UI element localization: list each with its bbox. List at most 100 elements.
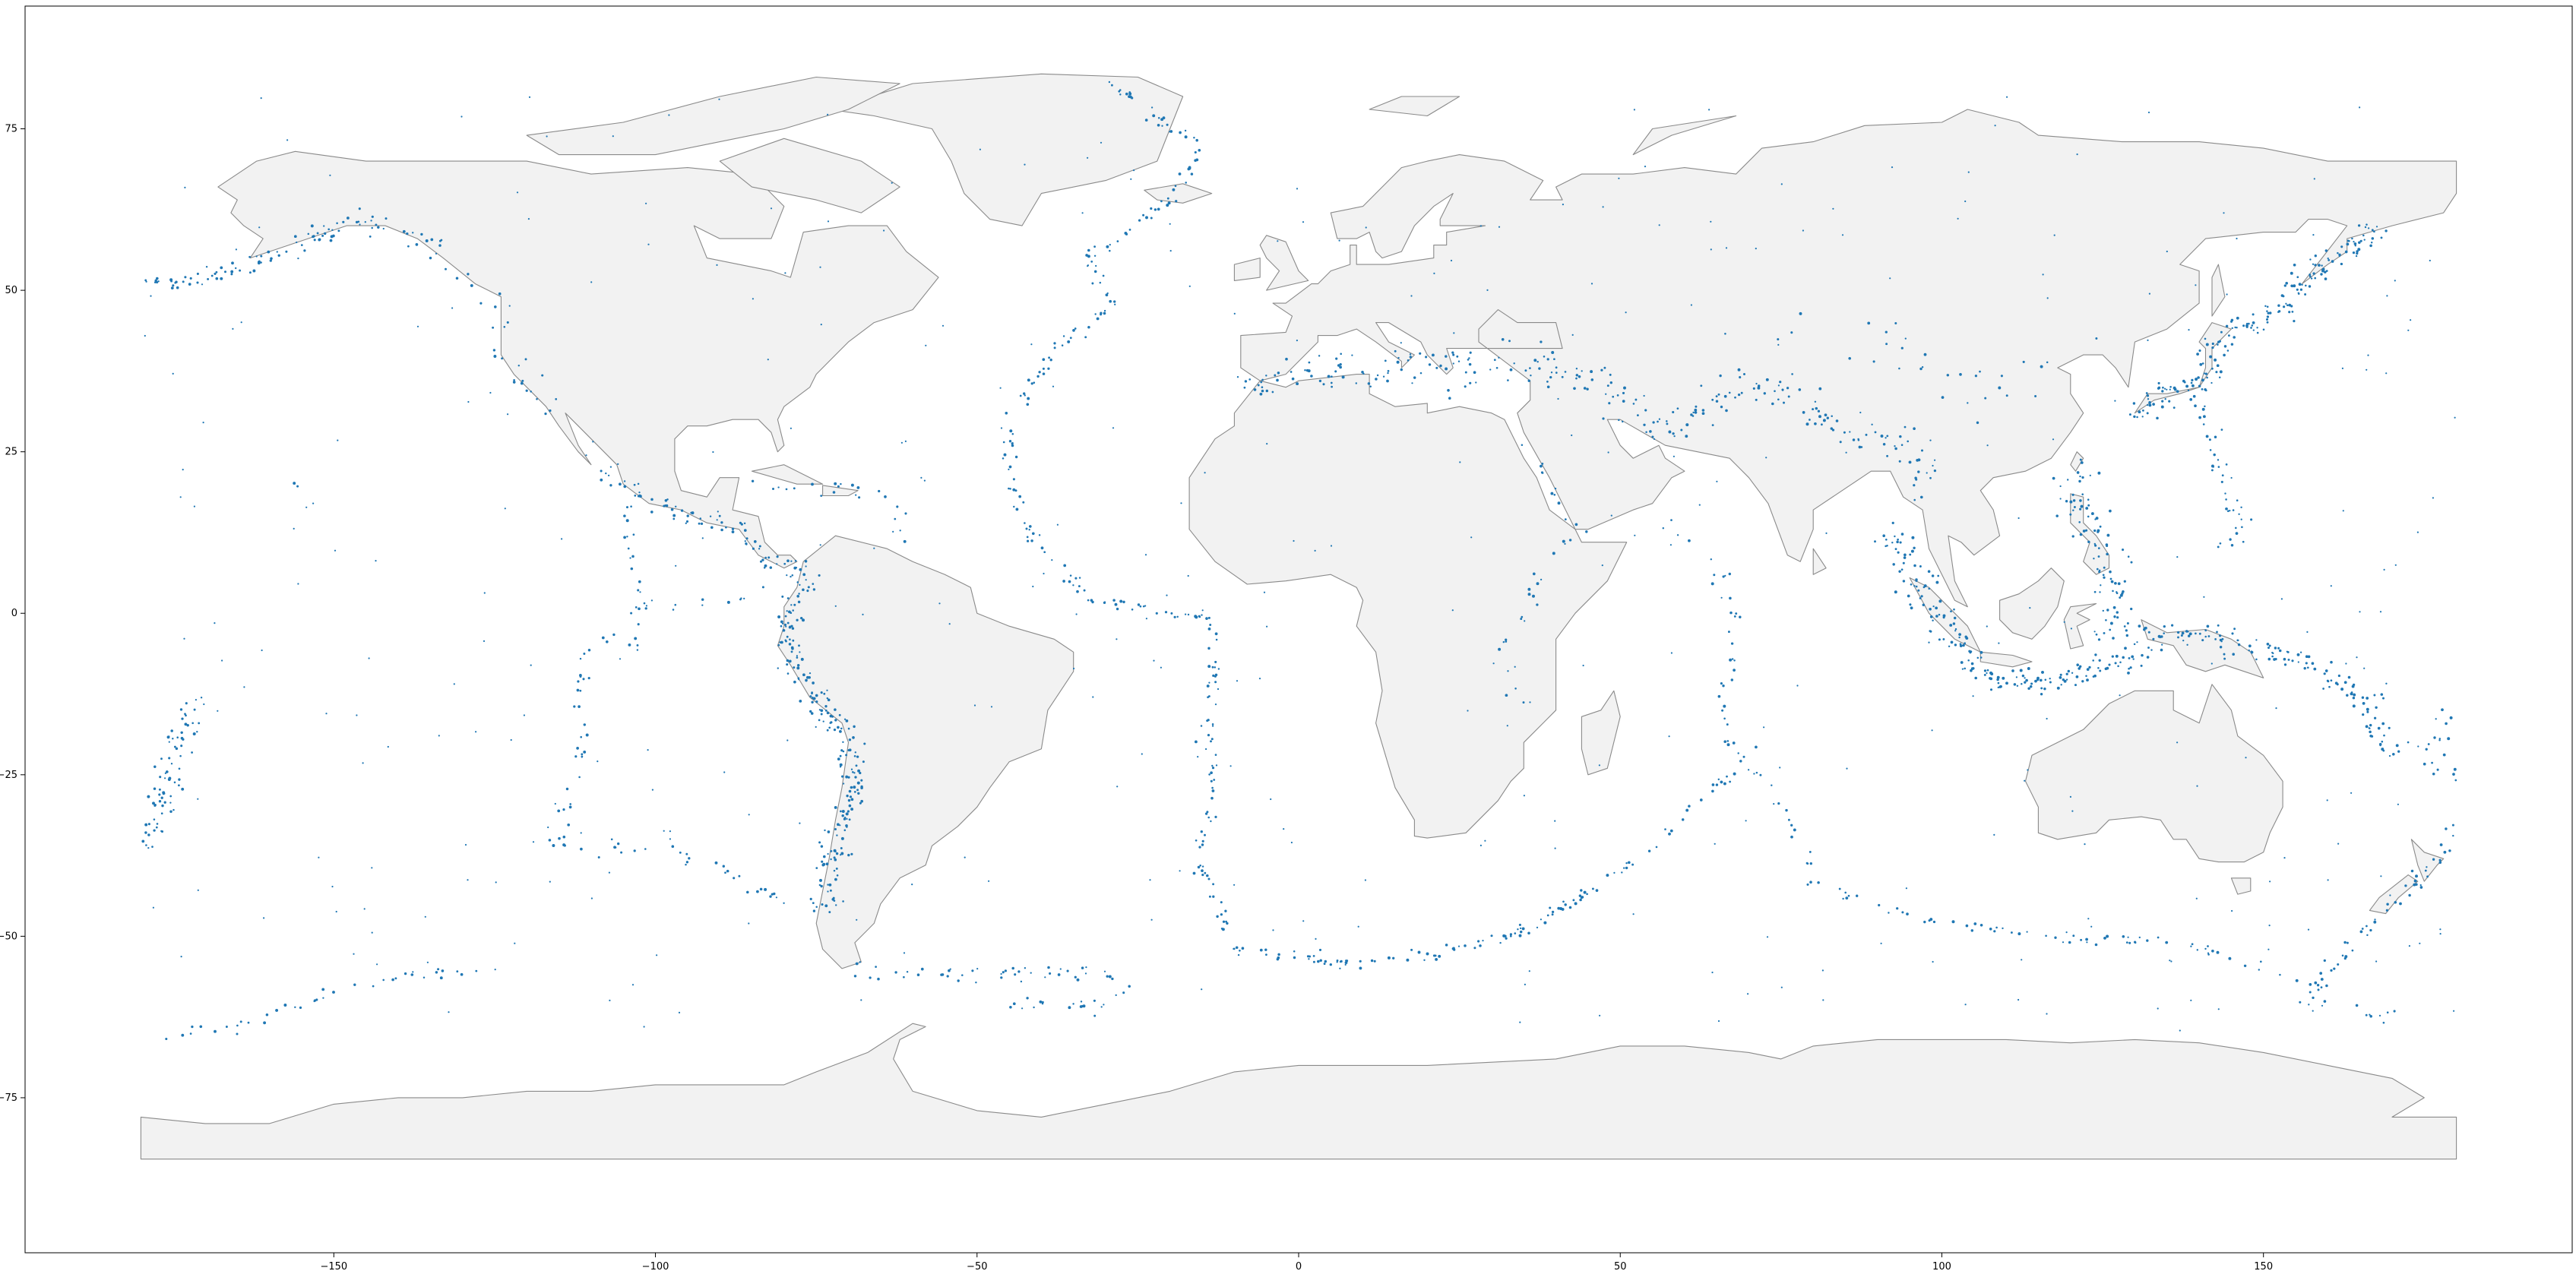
earthquake-point <box>2116 611 2119 614</box>
earthquake-point <box>1959 373 1962 376</box>
earthquake-point <box>1021 1007 1024 1010</box>
earthquake-point <box>1812 408 1815 411</box>
earthquake-point <box>1214 681 1217 684</box>
earthquake-point <box>1009 1006 1012 1009</box>
earthquake-point <box>2328 685 2331 688</box>
earthquake-point <box>1233 884 1236 886</box>
earthquake-point <box>2045 934 2047 937</box>
points-japan-kurils-kamchatka <box>2128 223 2388 420</box>
earthquake-point <box>1527 593 1531 596</box>
earthquake-point <box>1026 403 1030 406</box>
earthquake-point <box>725 526 727 529</box>
earthquake-point <box>1546 358 1549 361</box>
earthquake-point <box>1822 999 1824 1001</box>
earthquake-point <box>508 305 511 307</box>
earthquake-point <box>2266 321 2269 324</box>
earthquake-point <box>1755 745 1758 749</box>
earthquake-point <box>451 307 454 309</box>
earthquake-point <box>293 527 295 530</box>
earthquake-point <box>720 528 723 532</box>
earthquake-point <box>796 655 798 657</box>
earthquake-point <box>2093 558 2095 560</box>
earthquake-point <box>1874 431 1877 434</box>
earthquake-point <box>2320 978 2324 981</box>
earthquake-point <box>1546 381 1549 383</box>
earthquake-point <box>193 708 196 711</box>
earthquake-point <box>1967 659 1970 662</box>
earthquake-point <box>857 792 860 795</box>
earthquake-point <box>2116 591 2118 593</box>
earthquake-point <box>1919 495 1923 499</box>
earthquake-point <box>1318 379 1322 383</box>
earthquake-point <box>583 750 587 754</box>
earthquake-point <box>2258 969 2261 971</box>
earthquake-point <box>669 830 672 833</box>
earthquake-point <box>1109 299 1112 303</box>
earthquake-point <box>169 810 172 813</box>
earthquake-point <box>1688 805 1691 808</box>
earthquake-point <box>833 849 837 852</box>
earthquake-point <box>300 244 303 246</box>
earthquake-point <box>855 962 859 966</box>
earthquake-point <box>1973 922 1977 925</box>
earthquake-point <box>853 975 857 978</box>
earthquake-point <box>2097 547 2100 549</box>
earthquake-point <box>1606 384 1609 387</box>
earthquake-point <box>1370 959 1374 963</box>
earthquake-point <box>2079 458 2082 461</box>
earthquake-point <box>862 613 864 616</box>
earthquake-point <box>1763 726 1765 729</box>
earthquake-point <box>1809 862 1812 865</box>
earthquake-point <box>975 981 977 984</box>
earthquake-point <box>2138 936 2141 939</box>
earthquake-point <box>180 731 183 735</box>
earthquake-point <box>1201 874 1204 877</box>
earthquake-point <box>1024 394 1026 397</box>
earthquake-point <box>1180 502 1182 504</box>
earthquake-point <box>637 482 640 485</box>
earthquake-point <box>153 281 157 283</box>
earthquake-point <box>368 657 370 659</box>
earthquake-point <box>1602 417 1605 420</box>
earthquake-point <box>597 760 599 763</box>
earthquake-point <box>1093 1014 1097 1017</box>
earthquake-point <box>181 717 184 720</box>
earthquake-point <box>685 863 687 866</box>
earthquake-point <box>1018 495 1022 498</box>
earthquake-point <box>2191 943 2194 946</box>
earthquake-point <box>1964 200 1967 203</box>
earthquake-point <box>976 968 979 970</box>
earthquake-point <box>1644 166 1647 168</box>
earthquake-point <box>153 787 157 790</box>
earthquake-point <box>2314 255 2317 258</box>
earthquake-point <box>1195 138 1198 142</box>
earthquake-point <box>2445 722 2448 726</box>
earthquake-point <box>796 656 799 659</box>
earthquake-point <box>634 495 637 497</box>
earthquake-point <box>1964 667 1967 670</box>
earthquake-point <box>841 810 845 813</box>
earthquake-point <box>2389 894 2391 896</box>
earthquake-point <box>173 745 176 748</box>
earthquake-point <box>205 265 208 268</box>
earthquake-point <box>2344 250 2348 254</box>
earthquake-point <box>1003 453 1007 457</box>
earthquake-point <box>318 238 321 242</box>
earthquake-point <box>748 814 750 816</box>
earthquake-point <box>1211 723 1214 726</box>
earthquake-point <box>614 846 617 849</box>
earthquake-point <box>2204 947 2207 950</box>
earthquake-point <box>2293 284 2296 288</box>
earthquake-point <box>1195 615 1198 619</box>
earthquake-point <box>1931 729 1933 732</box>
earthquake-point <box>230 270 234 273</box>
earthquake-point <box>744 540 746 542</box>
earthquake-point <box>601 636 605 640</box>
earthquake-point <box>145 844 147 846</box>
earthquake-point <box>850 768 853 770</box>
earthquake-point <box>786 559 790 563</box>
earthquake-point <box>847 798 851 802</box>
earthquake-point <box>2438 738 2442 740</box>
earthquake-point <box>2307 928 2310 931</box>
earthquake-point <box>2199 362 2203 366</box>
